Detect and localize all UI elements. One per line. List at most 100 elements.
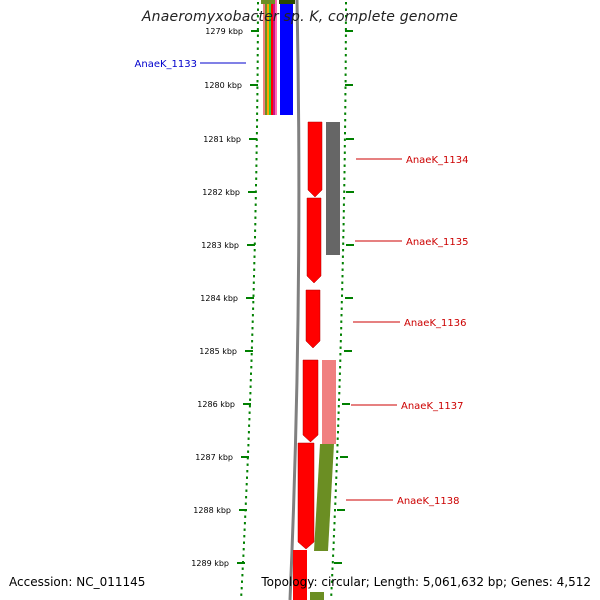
dotted-track-inner [342,203,345,206]
feature-gray [326,122,340,255]
dotted-track-inner [340,314,343,317]
feature-stripe [263,0,265,115]
dotted-track-outer [248,418,251,421]
dotted-track-inner [341,268,344,271]
dotted-track-outer [249,385,252,388]
dotted-track-outer [256,67,259,70]
dotted-track-outer [256,54,259,57]
dotted-track-inner [343,197,346,200]
dotted-track-inner [338,385,341,388]
dotted-track-outer [253,262,256,265]
feature-anaek-1133 [280,0,293,115]
dotted-track-outer [256,47,259,50]
dotted-track-outer [251,320,254,323]
dotted-track-inner [343,190,346,193]
dotted-track-inner [344,73,347,76]
dotted-track-outer [250,353,253,356]
dotted-track-inner [340,327,343,330]
dotted-track-inner [344,132,346,135]
tick-label: 1279 kbp [205,27,243,36]
gene-label: AnaeK_1136 [404,318,466,329]
tick-right [345,30,353,32]
tick-marks [237,30,354,564]
dotted-track-outer [257,8,259,11]
feature-anaek-1137 [302,359,319,443]
dotted-track-outer [254,229,257,232]
dotted-track-outer [251,327,254,330]
feature-stripe [265,0,267,115]
dotted-track-outer [245,483,248,486]
tick-right [340,456,348,458]
dotted-track-outer [252,288,255,291]
dotted-track-inner [340,301,343,304]
dotted-track-outer [256,106,259,109]
dotted-track-inner [337,424,340,427]
tick-label: 1284 kbp [200,294,238,303]
tick-left [248,191,256,193]
dotted-track-inner [340,333,342,336]
tick-right [346,191,354,193]
feature-pink [322,360,336,444]
tick-right [345,84,353,86]
dotted-track-inner [340,320,343,323]
dotted-track-inner [341,275,344,278]
tick-right [337,509,345,511]
dotted-track-outer [242,554,245,557]
dotted-track-inner [333,515,336,518]
dotted-track-inner [337,418,340,421]
dotted-track-inner [338,379,341,382]
dotted-track-outer [254,223,257,226]
dotted-track-inner [344,99,347,102]
tick-right [345,297,353,299]
genome-title: Anaeromyxobacter sp. K, complete genome [141,9,459,25]
dotted-track-outer [251,333,254,336]
dotted-track-inner [343,184,346,187]
dotted-track-outer [243,528,246,531]
dotted-track-outer [254,210,257,213]
dotted-track-outer [246,457,249,460]
feature-anaek-1136 [305,289,321,349]
tick-label: 1280 kbp [204,81,242,90]
dotted-track-inner [339,353,342,356]
dotted-track-outer [254,197,257,200]
dotted-track-inner [341,294,343,297]
genome-summary-text: Topology: circular; Length: 5,061,632 bp… [261,575,591,589]
dotted-track-inner [334,509,336,512]
feature-stripe [269,0,271,115]
dotted-track-outer [248,405,251,408]
dotted-track-inner [334,489,337,492]
dotted-track-inner [331,574,334,577]
dotted-track-outer [249,398,252,401]
dotted-track-inner [330,587,333,590]
dotted-track-outer [255,177,258,180]
feature-stripe [275,0,277,115]
dotted-track-inner [333,528,336,531]
dotted-track-outer [240,593,243,596]
dotted-track-outer [244,515,247,518]
feature-olive-top [261,0,275,4]
dotted-track-inner [341,288,344,291]
dotted-track-inner [336,444,339,447]
dotted-track-inner [344,93,347,96]
tick-label: 1282 kbp [202,188,240,197]
dotted-track-outer [256,34,259,37]
dotted-track-inner [345,8,347,11]
dotted-track-outer [246,470,249,473]
dotted-track-outer [256,28,259,31]
dotted-track-outer [256,80,259,83]
dotted-track-inner [343,177,346,180]
dotted-track-outer [247,431,250,434]
dotted-track-inner [344,47,347,50]
dotted-track-outer [242,548,245,551]
dotted-track-outer [247,437,250,440]
dotted-track-outer [247,450,250,453]
dotted-track-outer [253,268,256,271]
dotted-track-inner [345,15,347,18]
dotted-track-outer [256,41,259,44]
dotted-track-outer [251,314,254,317]
dotted-track-outer [256,86,259,89]
tick-labels: 1279 kbp 1280 kbp 1281 kbp 1282 kbp 1283 kbp… [191,27,243,568]
dotted-track-inner [330,580,333,583]
feature-stripe [267,0,269,115]
